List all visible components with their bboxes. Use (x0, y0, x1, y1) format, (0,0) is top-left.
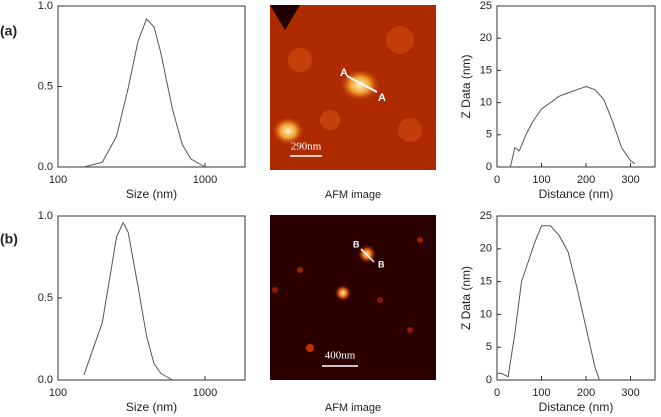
y-tick-label: 0.0 (38, 374, 53, 386)
marker-label: A (378, 92, 386, 104)
marker-label: A (340, 67, 348, 79)
x-axis-label: Size (nm) (126, 187, 177, 201)
image-caption: AFM image (325, 189, 381, 201)
x-tick-label: 100 (532, 387, 550, 399)
y-tick-label: 0.0 (38, 161, 53, 173)
y-tick-label: 25 (480, 0, 492, 12)
x-tick-label: 0 (494, 387, 500, 399)
image-caption: AFM image (325, 402, 381, 414)
data-line (83, 221, 173, 381)
x-axis-label: Size (nm) (126, 400, 177, 414)
afm-image: A A 290nm (270, 5, 436, 170)
data-line (497, 225, 600, 381)
x-tick-label: 0 (494, 174, 500, 186)
y-tick-label: 10 (480, 97, 492, 109)
y-tick-label: 0 (486, 161, 492, 173)
x-tick-label: 200 (577, 174, 595, 186)
x-tick-label: 1000 (193, 174, 217, 186)
panel-label: (b) (0, 231, 18, 247)
y-tick-label: 25 (480, 210, 492, 222)
x-tick-label: 300 (621, 387, 639, 399)
marker-label: B (378, 259, 385, 269)
y-tick-label: 15 (480, 64, 492, 76)
x-tick-label: 100 (49, 387, 67, 399)
scale-label: 400nm (325, 350, 356, 362)
y-tick-label: 0 (486, 374, 492, 386)
x-tick-label: 200 (577, 387, 595, 399)
y-tick-label: 5 (486, 341, 492, 353)
y-tick-label: 10 (480, 308, 492, 320)
y-tick-label: 0.5 (38, 80, 53, 92)
x-tick-label: 1000 (193, 387, 217, 399)
y-tick-label: 1.0 (38, 0, 53, 12)
scale-label: 290nm (291, 141, 322, 153)
x-tick-label: 100 (532, 174, 550, 186)
y-tick-label: 20 (480, 32, 492, 44)
y-tick-label: 0.5 (38, 292, 53, 304)
y-tick-label: 20 (480, 243, 492, 255)
x-tick-label: 300 (621, 174, 639, 186)
y-axis-label: Z Data (nm) (459, 54, 473, 118)
y-tick-label: 5 (486, 129, 492, 141)
plot-frame (57, 5, 246, 168)
y-axis-label: Z Data (nm) (459, 266, 473, 330)
x-tick-label: 100 (49, 174, 67, 186)
x-axis-label: Distance (nm) (539, 187, 614, 201)
plot-frame (496, 215, 656, 381)
x-axis-label: Distance (nm) (539, 400, 614, 414)
marker-label: B (353, 239, 360, 249)
y-tick-label: 15 (480, 276, 492, 288)
panel-label: (a) (0, 23, 17, 39)
data-line (83, 17, 206, 168)
data-line (509, 85, 636, 168)
plot-frame (496, 5, 656, 168)
afm-image: B B 400nm (270, 215, 436, 380)
y-tick-label: 1.0 (38, 210, 53, 222)
